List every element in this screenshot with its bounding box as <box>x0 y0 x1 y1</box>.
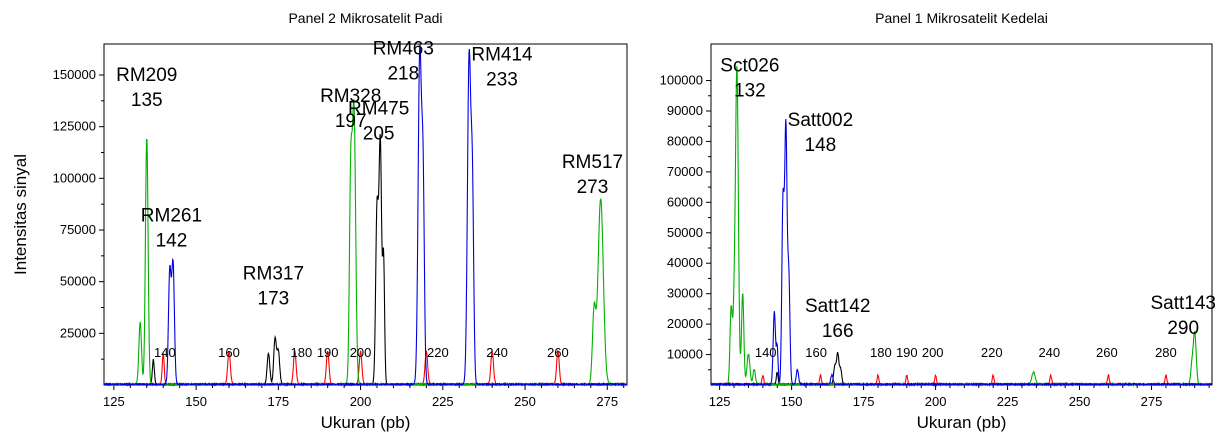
x-tick-label: 125 <box>709 394 731 409</box>
ladder-size-label: 190 <box>896 345 918 360</box>
y-tick-label: 25000 <box>60 325 96 340</box>
chart-title: Panel 1 Mikrosatelit Kedelai <box>875 10 1048 26</box>
peak-label-name: RM414 <box>471 45 533 66</box>
peak-label-name: RM463 <box>373 38 434 59</box>
peak-label-size: 273 <box>577 177 609 198</box>
x-tick-label: 225 <box>997 394 1019 409</box>
trace-blue <box>103 44 628 387</box>
y-tick-label: 100000 <box>53 170 96 185</box>
peak-label-size: 166 <box>822 321 854 342</box>
peak-label-size: 142 <box>156 231 188 252</box>
x-tick-label: 275 <box>1141 394 1163 409</box>
ladder-size-label: 200 <box>350 345 372 360</box>
peak-label-name: Satt002 <box>788 110 854 131</box>
ladder-size-label: 140 <box>755 345 777 360</box>
y-tick-label: 20000 <box>667 316 703 331</box>
peak-label-size: 218 <box>387 63 419 84</box>
peak-label-size: 132 <box>734 80 766 101</box>
ladder-size-label: 240 <box>486 345 508 360</box>
peak-label-name: RM317 <box>243 264 304 285</box>
y-tick-label: 60000 <box>667 194 703 209</box>
peak-label-size: 233 <box>486 70 518 91</box>
peak-label-name: Sct026 <box>720 55 779 76</box>
peak-label-size: 205 <box>363 123 395 144</box>
soybean-panel-chart: Panel 1 Mikrosatelit Kedelai Ukuran (pb) 1… <box>660 10 1216 432</box>
ladder-size-label: 240 <box>1038 345 1060 360</box>
rice-panel-chart: Panel 2 Mikrosatelit Padi Ukuran (pb) Inte… <box>11 10 628 432</box>
y-axis-label: Intensitas sinyal <box>11 154 30 275</box>
y-tick-label: 90000 <box>667 103 703 118</box>
ladder-size-label: 260 <box>547 345 569 360</box>
x-tick-label: 250 <box>514 394 536 409</box>
x-tick-label: 200 <box>925 394 947 409</box>
peak-label-name: RM517 <box>562 152 623 173</box>
x-axis-label: Ukuran (pb) <box>321 413 411 432</box>
x-axis-label: Ukuran (pb) <box>917 413 1007 432</box>
plot-frame <box>710 43 1213 386</box>
x-tick-label: 175 <box>853 394 875 409</box>
y-tick-label: 50000 <box>667 225 703 240</box>
x-tick-label: 125 <box>103 394 125 409</box>
peak-label-name: RM261 <box>141 206 202 227</box>
y-tick-label: 10000 <box>667 347 703 362</box>
peak-label-size: 148 <box>805 135 837 156</box>
trace-blue <box>710 118 1213 387</box>
x-tick-label: 225 <box>432 394 454 409</box>
x-tick-label: 175 <box>267 394 289 409</box>
ladder-size-label: 180 <box>291 345 313 360</box>
peak-label-size: 173 <box>258 289 290 310</box>
y-tick-label: 70000 <box>667 164 703 179</box>
ladder-size-label: 260 <box>1096 345 1118 360</box>
ladder-size-label: 190 <box>317 345 339 360</box>
ladder-size-label: 220 <box>427 345 449 360</box>
ladder-size-label: 200 <box>922 345 944 360</box>
peak-label-size: 290 <box>1167 318 1199 339</box>
y-tick-label: 125000 <box>53 119 96 134</box>
ladder-size-label: 160 <box>218 345 240 360</box>
ladder-size-label: 280 <box>1155 345 1177 360</box>
peak-label-name: RM328 <box>320 86 381 107</box>
peak-label-name: Satt142 <box>805 296 871 317</box>
x-tick-label: 200 <box>350 394 372 409</box>
x-tick-label: 250 <box>1069 394 1091 409</box>
y-tick-label: 80000 <box>667 133 703 148</box>
chart-title: Panel 2 Mikrosatelit Padi <box>288 10 442 26</box>
x-tick-label: 275 <box>596 394 618 409</box>
peak-label-name: RM209 <box>116 65 177 86</box>
peak-label-size: 197 <box>335 111 367 132</box>
x-tick-label: 150 <box>185 394 207 409</box>
ladder-size-label: 220 <box>981 345 1003 360</box>
peak-label-name: RM475 <box>348 98 409 119</box>
peak-label-name: Satt143 <box>1150 293 1216 314</box>
y-tick-label: 75000 <box>60 222 96 237</box>
plot-frame <box>103 43 628 386</box>
y-tick-label: 100000 <box>660 73 703 88</box>
peak-label-size: 135 <box>131 90 163 111</box>
y-tick-label: 30000 <box>667 286 703 301</box>
y-tick-label: 50000 <box>60 274 96 289</box>
ladder-size-label: 180 <box>870 345 892 360</box>
x-tick-label: 150 <box>781 394 803 409</box>
y-tick-label: 40000 <box>667 255 703 270</box>
y-tick-label: 150000 <box>53 67 96 82</box>
ladder-size-label: 140 <box>154 345 176 360</box>
ladder-size-label: 160 <box>805 345 827 360</box>
